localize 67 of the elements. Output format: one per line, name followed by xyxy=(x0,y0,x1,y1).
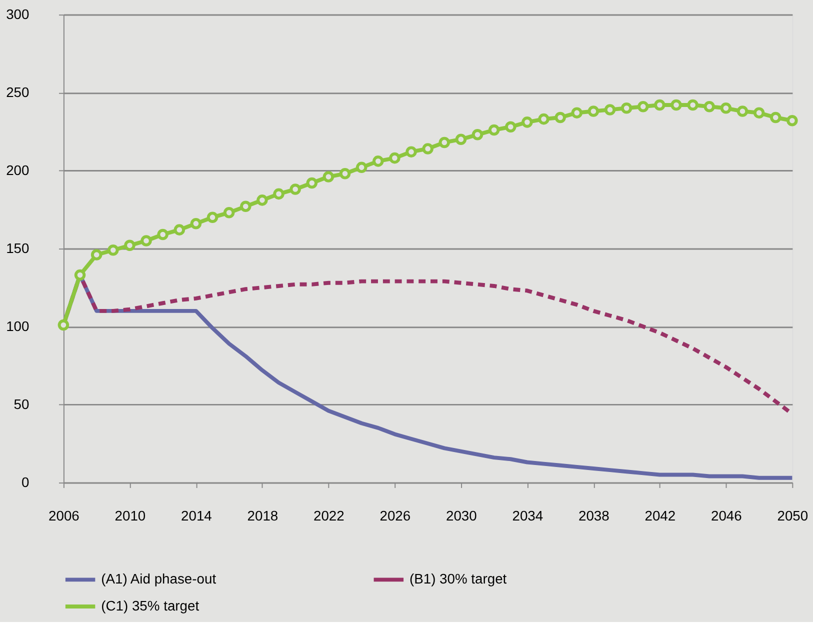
point xyxy=(356,162,368,174)
x-tick-label: 2038 xyxy=(578,508,610,524)
point xyxy=(704,100,716,112)
x-tick-label: 2014 xyxy=(181,508,212,524)
point xyxy=(786,114,798,126)
point xyxy=(438,136,450,148)
point xyxy=(140,235,152,246)
point xyxy=(157,228,168,240)
x-tick-label: 2022 xyxy=(314,508,345,524)
x-tick-label: 2006 xyxy=(48,508,80,524)
point xyxy=(206,212,218,223)
x-tick-label: 2010 xyxy=(114,508,146,524)
y-tick-label: 100 xyxy=(6,318,30,334)
point xyxy=(720,102,732,114)
point xyxy=(488,124,500,136)
x-tick-label: 2034 xyxy=(512,508,544,524)
point xyxy=(240,200,252,212)
point xyxy=(306,177,318,189)
point xyxy=(736,106,748,117)
legend-label: (A1) Aid phase-out xyxy=(101,570,216,587)
x-tick-label: 2050 xyxy=(777,508,808,524)
point xyxy=(687,99,698,111)
x-tick-label: 2018 xyxy=(247,508,278,524)
point xyxy=(389,152,400,164)
point xyxy=(422,143,434,154)
point xyxy=(620,102,632,114)
point xyxy=(108,244,119,256)
point xyxy=(339,168,351,180)
y-tick-label: 150 xyxy=(6,240,30,256)
point xyxy=(654,99,666,111)
point xyxy=(58,319,70,331)
point xyxy=(554,112,566,124)
point xyxy=(273,188,284,200)
point xyxy=(472,129,484,140)
point xyxy=(74,269,86,281)
y-tick-label: 250 xyxy=(6,84,30,100)
point xyxy=(670,99,682,111)
y-tick-label: 300 xyxy=(6,6,30,22)
point xyxy=(753,107,765,118)
x-tick-label: 2046 xyxy=(710,508,742,524)
point xyxy=(174,224,186,236)
point xyxy=(770,112,782,124)
y-tick-label: 200 xyxy=(6,162,30,178)
point xyxy=(124,240,136,252)
point xyxy=(455,134,467,145)
point xyxy=(538,113,550,125)
point xyxy=(588,106,600,117)
point xyxy=(406,146,417,158)
y-tick-label: 0 xyxy=(22,474,30,490)
point xyxy=(190,218,202,230)
point xyxy=(504,121,516,132)
x-tick-label: 2042 xyxy=(644,508,676,524)
x-tick-label: 2026 xyxy=(380,508,411,524)
point xyxy=(522,116,533,128)
point xyxy=(90,249,102,260)
point xyxy=(604,104,616,116)
y-tick-label: 50 xyxy=(14,396,30,412)
point xyxy=(322,171,334,182)
point xyxy=(223,207,235,218)
point xyxy=(372,156,384,167)
legend-label: (C1) 35% target xyxy=(101,597,200,614)
point xyxy=(637,100,649,112)
legend-label: (B1) 30% target xyxy=(409,570,507,587)
point xyxy=(290,184,301,195)
point xyxy=(571,107,583,118)
point xyxy=(256,194,268,206)
x-tick-label: 2030 xyxy=(446,508,478,524)
